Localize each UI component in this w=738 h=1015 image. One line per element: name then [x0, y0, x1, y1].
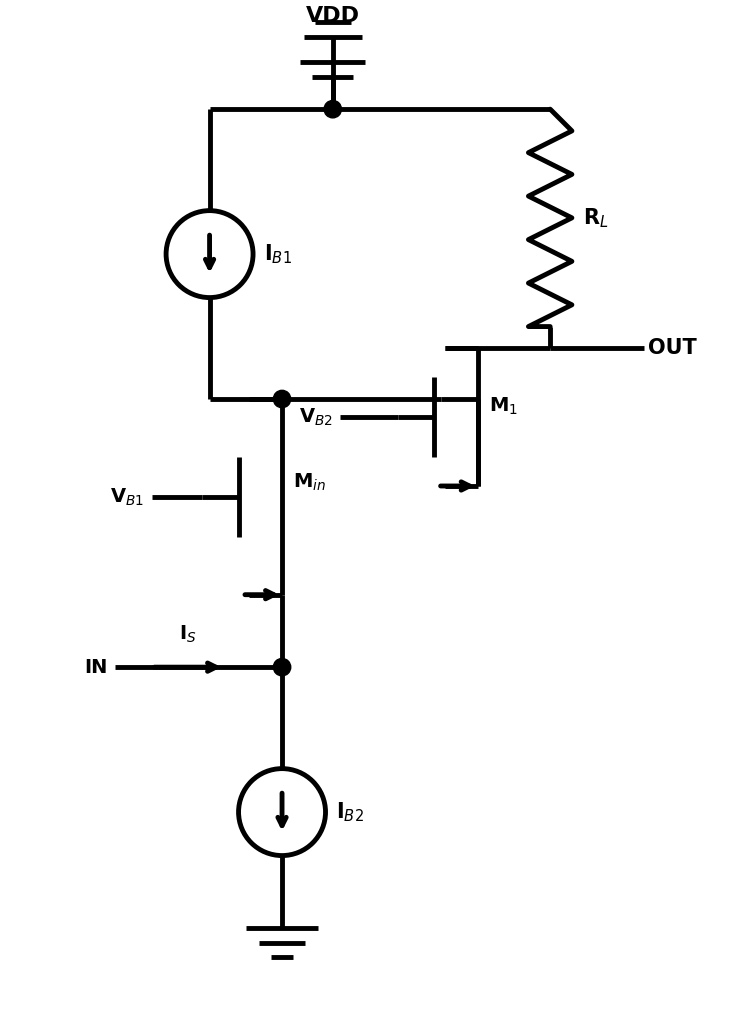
Text: I$_S$: I$_S$: [179, 624, 196, 646]
Text: IN: IN: [85, 658, 108, 677]
Text: V$_{B1}$: V$_{B1}$: [110, 486, 145, 508]
Text: I$_{B2}$: I$_{B2}$: [337, 800, 365, 824]
Text: OUT: OUT: [648, 338, 697, 358]
Circle shape: [324, 100, 342, 118]
Circle shape: [273, 391, 291, 408]
Text: M$_1$: M$_1$: [489, 396, 517, 417]
Text: V$_{B2}$: V$_{B2}$: [299, 406, 333, 427]
Text: VDD: VDD: [306, 6, 359, 25]
Text: I$_{B1}$: I$_{B1}$: [264, 243, 292, 266]
Circle shape: [273, 659, 291, 676]
Text: R$_L$: R$_L$: [583, 206, 608, 229]
Text: M$_{in}$: M$_{in}$: [293, 472, 326, 493]
